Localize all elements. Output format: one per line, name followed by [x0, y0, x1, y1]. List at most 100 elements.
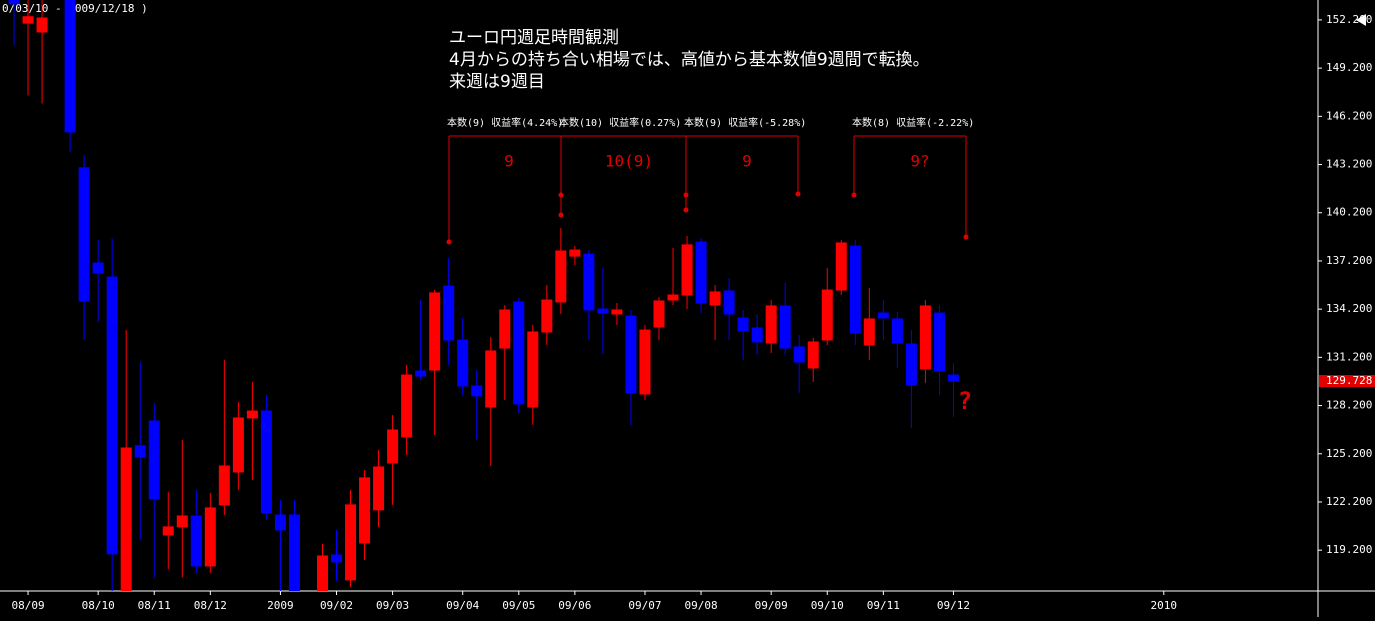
- candle-body: [835, 242, 847, 291]
- candle-body: [162, 526, 174, 536]
- candle-body: [331, 554, 343, 563]
- candle-body: [513, 301, 525, 405]
- candle-body: [527, 331, 539, 408]
- candle-body: [723, 290, 735, 315]
- candle-body: [695, 241, 707, 304]
- candle-body: [905, 343, 917, 386]
- candle-body: [471, 385, 483, 397]
- x-tick-label: 09/08: [685, 599, 718, 612]
- candle-body: [36, 17, 48, 33]
- candle-body: [232, 417, 244, 473]
- candle-body: [779, 305, 791, 349]
- candle-body: [415, 370, 427, 377]
- candle-body: [457, 339, 469, 387]
- x-tick-label: 09/02: [320, 599, 353, 612]
- title-line: ユーロ円週足時間観測: [449, 28, 619, 48]
- y-tick-label: 128.200: [1326, 399, 1372, 412]
- candle-body: [625, 315, 637, 394]
- last-price-label: 129.728: [1326, 374, 1372, 387]
- stat-label: 本数(9) 収益率(4.24%): [447, 116, 563, 129]
- candle-body: [176, 515, 188, 528]
- candle-body: [8, 0, 20, 5]
- x-tick-label: 08/12: [194, 599, 227, 612]
- y-tick-label: 137.200: [1326, 254, 1372, 267]
- candle-body: [429, 292, 441, 371]
- y-tick-label: 125.200: [1326, 447, 1372, 460]
- x-tick-label: 09/10: [811, 599, 844, 612]
- x-tick-label: 09/04: [446, 599, 479, 612]
- x-tick-label: 09/09: [755, 599, 788, 612]
- stat-label: 本数(8) 収益率(-2.22%): [852, 116, 974, 129]
- count-label: 10(9): [605, 152, 653, 171]
- candle-body: [274, 514, 286, 531]
- candle-body: [401, 374, 413, 438]
- candle-body: [709, 291, 721, 306]
- stat-label: 本数(9) 収益率(-5.28%): [684, 116, 806, 129]
- x-tick-label: 08/11: [138, 599, 171, 612]
- candle-body: [849, 245, 861, 334]
- candle-body: [583, 253, 595, 311]
- candle-body: [569, 249, 581, 257]
- candle-body: [667, 294, 679, 301]
- candle-body: [807, 341, 819, 369]
- candle-body: [611, 309, 623, 315]
- title-line: 来週は9週目: [449, 72, 545, 92]
- candle-body: [204, 507, 216, 567]
- candle-body: [933, 312, 945, 372]
- candle-body: [751, 327, 763, 343]
- candle-body: [919, 305, 931, 370]
- x-tick-label: 08/10: [82, 599, 115, 612]
- candle-body: [387, 429, 399, 464]
- candle-body: [793, 346, 805, 363]
- last-price-tag: [1319, 375, 1375, 388]
- candle-body: [148, 420, 160, 500]
- candle-body: [681, 244, 693, 296]
- candle-body: [190, 515, 202, 567]
- candle-body: [134, 445, 146, 458]
- candle-body: [499, 309, 511, 349]
- x-tick-label: 09/11: [867, 599, 900, 612]
- candle-body: [64, 0, 76, 133]
- candle-body: [373, 466, 385, 511]
- count-label: 9: [742, 152, 752, 171]
- candle-body: [92, 262, 104, 274]
- candle-body: [597, 308, 609, 314]
- y-tick-label: 119.200: [1326, 543, 1372, 556]
- candle-body: [288, 514, 300, 591]
- y-tick-label: 146.200: [1326, 109, 1372, 122]
- candle-body: [821, 289, 833, 341]
- candle-body: [78, 167, 90, 302]
- candle-body: [891, 318, 903, 344]
- y-tick-label: 152.200: [1326, 13, 1372, 26]
- question-mark: ?: [958, 387, 972, 415]
- x-tick-label: 09/06: [558, 599, 591, 612]
- candle-body: [316, 555, 328, 591]
- y-tick-label: 143.200: [1326, 158, 1372, 171]
- y-tick-label: 131.200: [1326, 350, 1372, 363]
- x-tick-label: 08/09: [11, 599, 44, 612]
- candle-body: [345, 504, 357, 581]
- candle-body: [863, 318, 875, 346]
- y-tick-label: 149.200: [1326, 61, 1372, 74]
- price-marker: [1356, 14, 1366, 26]
- candle-body: [555, 250, 567, 303]
- candle-body: [22, 16, 34, 24]
- title-line: 4月からの持ち合い相場では、高値から基本数値9週間で転換。: [449, 50, 930, 70]
- candle-body: [737, 317, 749, 332]
- brackets: [446, 135, 969, 245]
- count-label: 9?: [910, 152, 929, 171]
- x-tick-label: 09/03: [376, 599, 409, 612]
- candle-body: [443, 285, 455, 341]
- candle-body: [106, 276, 118, 555]
- candle-body: [639, 329, 651, 395]
- y-tick-label: 122.200: [1326, 495, 1372, 508]
- x-tick-label: 2009: [267, 599, 294, 612]
- candle-body: [541, 299, 553, 333]
- candle-body: [653, 300, 665, 328]
- candle-body: [877, 312, 889, 319]
- y-tick-label: 140.200: [1326, 206, 1372, 219]
- candle-body: [947, 374, 959, 382]
- candle-body: [120, 447, 132, 591]
- x-tick-label: 09/05: [502, 599, 535, 612]
